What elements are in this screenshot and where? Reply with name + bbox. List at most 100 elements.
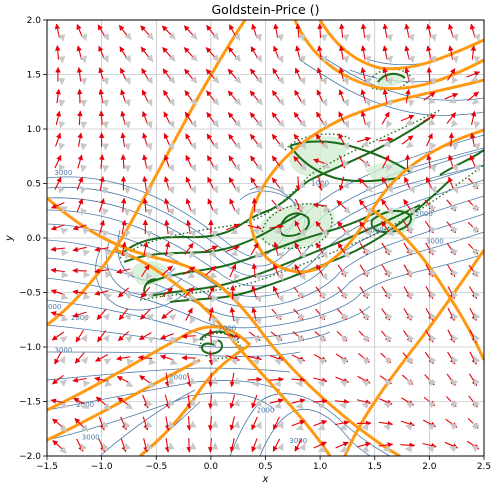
gradient-arrow <box>404 23 410 38</box>
gradient-arrow <box>183 286 195 299</box>
descent-arrow <box>296 358 305 366</box>
descent-arrow <box>276 251 284 260</box>
descent-arrow <box>124 312 132 321</box>
gradient-arrow <box>163 89 172 103</box>
gradient-arrow <box>77 154 83 169</box>
descent-arrow <box>342 250 350 259</box>
gradient-arrow <box>204 245 218 253</box>
gradient-arrow <box>247 376 263 383</box>
descent-arrow <box>473 377 481 386</box>
gradient-arrow <box>181 333 197 339</box>
descent-arrow <box>233 32 241 41</box>
descent-arrow <box>145 208 153 216</box>
gradient-arrow <box>72 377 87 383</box>
descent-arrow <box>363 269 371 277</box>
gradient-arrow <box>291 377 306 383</box>
x-tick-label: 0.0 <box>204 462 219 472</box>
descent-arrow <box>342 159 350 168</box>
descent-arrow <box>60 402 69 409</box>
gradient-arrow <box>360 23 367 38</box>
descent-arrow <box>167 120 175 129</box>
gradient-arrow <box>98 198 105 213</box>
descent-arrow <box>233 377 241 385</box>
descent-arrow <box>299 119 307 128</box>
gradient-arrow <box>251 416 258 431</box>
descent-arrow <box>339 380 348 388</box>
gradient-arrow <box>447 351 456 365</box>
descent-arrow <box>233 163 241 172</box>
descent-arrow <box>80 207 88 216</box>
descent-arrow <box>277 421 284 430</box>
gradient-arrow <box>271 112 282 124</box>
descent-arrow <box>277 119 285 128</box>
gradient-arrow <box>77 110 83 126</box>
gradient-arrow <box>249 90 260 103</box>
x-tick-label: −1.0 <box>91 462 113 472</box>
descent-arrow <box>361 140 370 148</box>
y-tick-label: 2.0 <box>27 16 42 26</box>
descent-arrow <box>102 121 110 129</box>
x-tick-label: −1.5 <box>36 462 58 472</box>
descent-arrow <box>190 98 198 106</box>
gradient-arrow <box>50 224 65 231</box>
descent-arrow <box>233 185 241 194</box>
descent-arrow <box>277 141 285 150</box>
descent-arrow <box>472 422 480 431</box>
contour-label: 3000 <box>289 437 307 445</box>
descent-arrow <box>383 402 392 409</box>
gradient-arrow <box>382 88 389 104</box>
gradient-arrow <box>118 24 129 37</box>
gradient-arrow <box>208 328 214 344</box>
descent-arrow <box>428 401 436 409</box>
gradient-arrow <box>381 264 390 278</box>
descent-arrow <box>449 446 457 453</box>
descent-arrow <box>318 358 327 366</box>
descent-arrow <box>145 251 153 260</box>
descent-arrow <box>80 356 89 365</box>
gradient-arrow <box>251 23 258 38</box>
descent-arrow <box>102 165 110 173</box>
gradient-arrow <box>116 355 131 361</box>
descent-arrow <box>299 250 306 259</box>
chart-title: Goldstein-Price () <box>212 2 320 17</box>
gradient-arrow <box>250 155 260 168</box>
descent-arrow <box>189 120 197 128</box>
descent-arrow <box>450 119 459 128</box>
gradient-arrow <box>76 23 83 38</box>
gradient-arrow <box>50 267 65 274</box>
descent-arrow <box>189 185 197 194</box>
gradient-arrow <box>382 154 390 169</box>
descent-arrow <box>342 120 350 129</box>
contour-label: 3000 <box>426 237 444 245</box>
descent-arrow <box>167 164 175 173</box>
descent-arrow <box>124 230 131 238</box>
gradient-arrow <box>422 114 437 122</box>
descent-arrow <box>386 34 394 42</box>
descent-arrow <box>339 402 347 410</box>
gradient-arrow <box>76 176 84 191</box>
descent-arrow <box>230 358 239 366</box>
gradient-arrow <box>228 112 238 124</box>
descent-arrow <box>123 143 131 151</box>
descent-arrow <box>104 249 113 257</box>
gradient-arrow <box>378 442 394 448</box>
descent-arrow <box>146 399 153 408</box>
descent-arrow <box>255 33 262 42</box>
x-axis-label: x <box>262 474 269 485</box>
descent-arrow <box>430 185 437 194</box>
contour-label: 2000 <box>257 406 275 414</box>
gradient-arrow <box>228 46 238 59</box>
gradient-arrow <box>138 332 152 341</box>
descent-arrow <box>146 313 154 321</box>
gradient-arrow <box>225 245 240 252</box>
descent-arrow <box>124 54 132 63</box>
gradient-arrow <box>120 132 126 147</box>
descent-arrow <box>58 142 66 151</box>
descent-arrow <box>429 268 437 277</box>
descent-arrow <box>255 421 262 429</box>
descent-arrow <box>189 230 197 238</box>
descent-arrow <box>230 336 238 344</box>
gradient-arrow <box>140 286 151 299</box>
descent-arrow <box>255 119 263 128</box>
gradient-arrow <box>51 374 64 385</box>
